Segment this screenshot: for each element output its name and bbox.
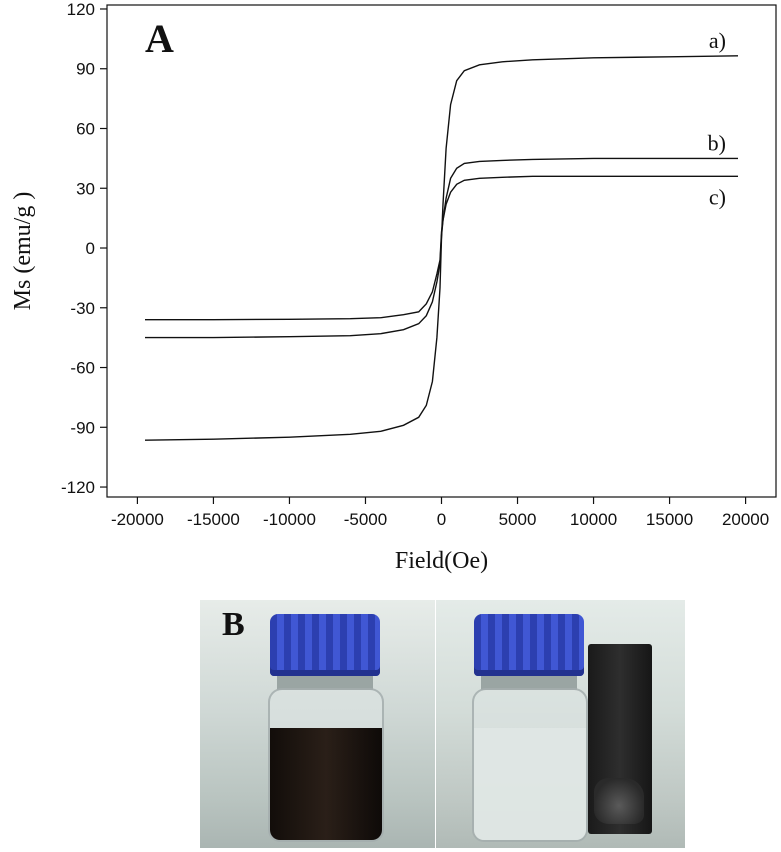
x-tick-label: -5000 (344, 510, 387, 529)
y-axis-label: Ms (emu/g ) (10, 192, 36, 311)
y-tick-label: 90 (76, 60, 95, 79)
photo-dispersed-bottle: B (200, 600, 435, 848)
series-labels: a) b) c) (708, 28, 726, 210)
bottle-cap (474, 614, 584, 676)
x-tick-label: 15000 (646, 510, 693, 529)
attracted-particles (594, 778, 644, 824)
y-tick-label: -30 (70, 299, 95, 318)
x-axis-ticks: -20000 -15000 -10000 -5000 0 5000 10000 15000 20… (111, 497, 769, 529)
x-tick-label: 0 (437, 510, 446, 529)
bottle-neck (481, 676, 577, 690)
panel-label-b: B (222, 606, 245, 643)
photo-panel-b: B (200, 600, 685, 848)
x-tick-label: 5000 (499, 510, 537, 529)
y-axis-ticks: -120 -90 -60 -30 0 30 60 90 120 (61, 0, 107, 497)
data-curves (144, 55, 739, 441)
hysteresis-chart: -20000 -15000 -10000 -5000 0 5000 10000 15000 20… (10, 0, 777, 574)
glass-bottle (268, 688, 384, 842)
series-label-3: c) (709, 184, 726, 209)
y-tick-label: 120 (67, 0, 95, 19)
clear-liquid (474, 728, 586, 840)
x-tick-label: -20000 (111, 510, 164, 529)
glass-bottle (472, 688, 588, 842)
x-axis-label: Field(Oe) (395, 548, 488, 574)
photo-magnet-separated-bottle (436, 600, 685, 848)
panel-label-a: A (145, 16, 174, 61)
y-tick-label: -90 (70, 418, 95, 437)
x-tick-label: -15000 (187, 510, 240, 529)
dark-dispersion-liquid (270, 728, 382, 840)
y-tick-label: 60 (76, 119, 95, 138)
series-curve-3 (145, 175, 738, 321)
series-curve-2 (145, 157, 738, 339)
y-tick-label: -120 (61, 478, 95, 497)
y-tick-label: -60 (70, 359, 95, 378)
series-label-2: b) (708, 130, 726, 155)
series-label-1: a) (709, 28, 726, 53)
x-tick-label: -10000 (263, 510, 316, 529)
magnet-block (588, 644, 652, 834)
x-tick-label: 10000 (570, 510, 617, 529)
bottle-cap (270, 614, 380, 676)
x-tick-label: 20000 (722, 510, 769, 529)
bottle-neck (277, 676, 373, 690)
y-tick-label: 30 (76, 179, 95, 198)
y-tick-label: 0 (86, 239, 95, 258)
